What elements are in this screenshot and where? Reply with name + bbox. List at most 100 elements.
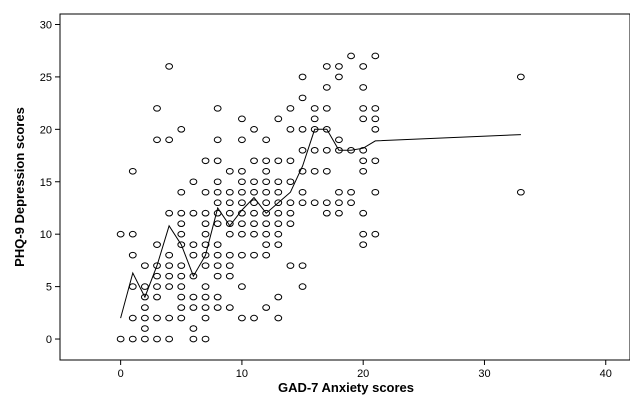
data-point [274,220,283,227]
data-point [153,283,161,290]
data-point [371,126,380,133]
data-point [177,241,186,248]
data-point [322,84,331,91]
data-point [225,262,234,269]
data-point [140,335,149,343]
data-point [201,293,210,301]
data-point [189,251,198,259]
data-point [322,105,331,112]
data-point [298,199,307,207]
data-point [225,272,234,280]
data-point [335,209,343,217]
data-point [286,220,295,227]
data-point [165,251,174,259]
data-point [238,136,246,144]
data-point [298,147,307,154]
data-point [201,241,210,248]
data-point [359,84,368,91]
data-point [153,136,161,144]
data-point [274,230,283,238]
data-point [359,241,368,248]
data-point [347,52,355,60]
data-point [262,304,271,311]
data-point [201,251,210,259]
data-point [347,188,355,196]
data-point [262,199,271,207]
data-point [262,157,271,165]
data-point [322,199,331,207]
data-point [359,230,368,238]
data-point [347,199,355,207]
data-point [359,167,368,175]
y-tick-label: 10 [40,229,52,241]
data-point [177,220,186,227]
data-point [238,178,246,186]
data-point [274,115,283,123]
data-point [286,209,295,217]
data-point [238,251,246,259]
data-point [250,178,258,186]
data-point [128,251,137,259]
data-point [189,325,198,332]
data-point [140,314,149,322]
data-point [359,209,368,217]
data-point [238,188,246,196]
data-point [274,241,283,248]
data-point [177,314,186,322]
data-point [335,63,343,70]
data-point [359,157,368,165]
data-point [371,230,380,238]
data-point [189,293,198,301]
data-point [238,220,246,227]
data-point [177,293,186,301]
data-point [140,262,149,269]
fit-line-layer [120,128,521,319]
data-point [177,304,186,311]
data-point [238,115,246,123]
data-point [177,188,186,196]
data-point [250,314,258,322]
data-point [238,230,246,238]
y-tick-label: 25 [40,72,52,84]
data-point [153,314,161,322]
data-point [274,209,283,217]
data-point [250,220,258,227]
data-point [310,115,319,123]
data-point [189,241,198,248]
data-point [322,209,331,217]
data-point [335,188,343,196]
data-point [335,199,343,207]
data-point [371,105,380,112]
x-axis: 0 10 20 30 40 [118,360,612,380]
data-point [359,115,368,123]
data-point [128,230,137,238]
data-point [177,262,186,269]
y-tick-label: 0 [46,334,52,346]
x-axis-title: GAD-7 Anxiety scores [278,380,414,395]
x-tick-label: 30 [478,368,490,380]
data-point [225,304,234,311]
data-point [165,314,174,322]
data-point [262,167,271,175]
data-point [250,209,258,217]
data-point [201,209,210,217]
data-point [201,314,210,322]
data-point [225,199,234,207]
data-point [286,178,295,186]
data-point [189,272,198,280]
data-point [153,335,161,343]
data-point [322,63,331,70]
data-point [213,241,222,248]
data-point [177,126,186,133]
data-point [310,167,319,175]
y-tick-label: 5 [46,282,52,294]
data-point [140,325,149,332]
data-point [201,157,210,165]
data-points [116,52,525,343]
data-point [153,241,161,248]
y-tick-label: 30 [40,19,52,31]
data-point [286,199,295,207]
data-point [213,188,222,196]
